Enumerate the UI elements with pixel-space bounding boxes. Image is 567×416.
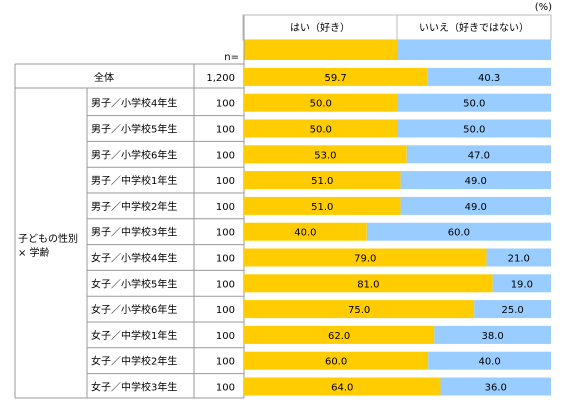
bar-no-value-label: 21.0 [508, 254, 530, 265]
bar-yes-value-label: 79.0 [354, 254, 376, 265]
bar-no-value-label: 47.0 [468, 150, 490, 161]
bar-no [366, 222, 551, 241]
bar-yes [244, 274, 493, 293]
bar-no-value-label: 50.0 [463, 99, 485, 110]
bar-yes-value-label: 59.7 [325, 73, 347, 84]
row-label: 男子／小学校6年生 [91, 148, 177, 161]
row-label: 男子／中学校1年生 [91, 174, 177, 187]
legend-no-swatch [397, 40, 551, 60]
row-label: 女子／中学校3年生 [91, 381, 177, 394]
bar-yes [244, 248, 487, 267]
legend-yes-swatch [244, 40, 397, 60]
bar-no [486, 248, 551, 267]
bar-no [492, 274, 551, 293]
chart-rows: 全体 1,200 59.7 40.3 男子／小学校4年生 100 50.0 50.0 男子／小学… [87, 67, 551, 396]
row-label: 女子／小学校6年生 [91, 303, 177, 316]
bar-no [427, 67, 551, 86]
bar-yes [244, 93, 398, 112]
n-value: 100 [216, 331, 235, 342]
row-label: 女子／小学校5年生 [91, 277, 177, 290]
bar-no-value-label: 36.0 [485, 383, 507, 394]
row-label: 男子／小学校5年生 [91, 123, 177, 136]
bar-yes-value-label: 75.0 [348, 305, 370, 316]
bar-no [397, 93, 551, 112]
bar-no-value-label: 49.0 [465, 176, 487, 187]
bar-no-value-label: 60.0 [448, 228, 470, 239]
total-row-label: 全体 [94, 71, 114, 84]
bar-yes-value-label: 40.0 [294, 228, 316, 239]
bar-yes [244, 145, 407, 164]
bar-no [406, 145, 551, 164]
bar-yes [244, 196, 401, 215]
bar-yes-value-label: 81.0 [357, 279, 379, 290]
bar-yes [244, 377, 441, 396]
bar-no-value-label: 25.0 [501, 305, 523, 316]
bar-yes-value-label: 50.0 [310, 125, 332, 136]
bar-no [474, 300, 551, 319]
bar-yes-value-label: 62.0 [328, 331, 350, 342]
group-label-line2: × 学齢 [18, 246, 50, 259]
n-value: 100 [216, 99, 235, 110]
legend-no-cell [396, 14, 552, 41]
row-label: 女子／中学校1年生 [91, 329, 177, 342]
n-value: 100 [216, 176, 235, 187]
n-value: 100 [216, 279, 235, 290]
bar-yes-value-label: 53.0 [314, 150, 336, 161]
bar-yes [244, 67, 428, 86]
bar-no [440, 377, 551, 396]
bar-yes-value-label: 51.0 [311, 176, 333, 187]
bar-no-value-label: 49.0 [465, 202, 487, 213]
n-value: 100 [216, 202, 235, 213]
n-value: 100 [216, 228, 235, 239]
bar-no [428, 351, 551, 370]
row-label: 女子／中学校2年生 [91, 355, 177, 368]
bar-no-value-label: 40.3 [478, 73, 500, 84]
n-value: 100 [216, 125, 235, 136]
row-label: 男子／中学校3年生 [91, 226, 177, 239]
bar-no [397, 119, 551, 138]
n-header: n= [224, 52, 239, 63]
group-label-line1: 子どもの性別 [18, 232, 78, 245]
row-label: 女子／小学校4年生 [91, 252, 177, 265]
bar-yes [244, 171, 401, 190]
n-value: 100 [216, 357, 235, 368]
bar-no [400, 196, 551, 215]
bar-yes [244, 325, 435, 344]
bar-no [434, 325, 551, 344]
bar-yes [244, 119, 398, 138]
bar-no-value-label: 40.0 [478, 357, 500, 368]
bar-no-value-label: 50.0 [463, 125, 485, 136]
bar-yes-value-label: 51.0 [311, 202, 333, 213]
n-value: 100 [216, 150, 235, 161]
legend-yes-label: はい（好き） [290, 22, 350, 34]
row-label: 男子／小学校4年生 [91, 97, 177, 110]
n-value: 100 [216, 254, 235, 265]
bar-yes-value-label: 60.0 [325, 357, 347, 368]
legend-yes-cell [242, 14, 398, 41]
n-value: 1,200 [206, 73, 235, 84]
bar-yes-value-label: 50.0 [310, 99, 332, 110]
bar-yes-value-label: 64.0 [331, 383, 353, 394]
bar-no-value-label: 19.0 [511, 279, 533, 290]
bar-no [400, 171, 551, 190]
legend-no-label: いいえ（好きではない） [419, 22, 529, 34]
bar-yes [244, 222, 367, 241]
bar-yes [244, 300, 475, 319]
unit-note: (%) [535, 2, 552, 13]
n-value: 100 [216, 305, 235, 316]
bar-no-value-label: 38.0 [482, 331, 504, 342]
bar-yes [244, 351, 429, 370]
row-label: 男子／中学校2年生 [91, 200, 177, 213]
n-value: 100 [216, 383, 235, 394]
